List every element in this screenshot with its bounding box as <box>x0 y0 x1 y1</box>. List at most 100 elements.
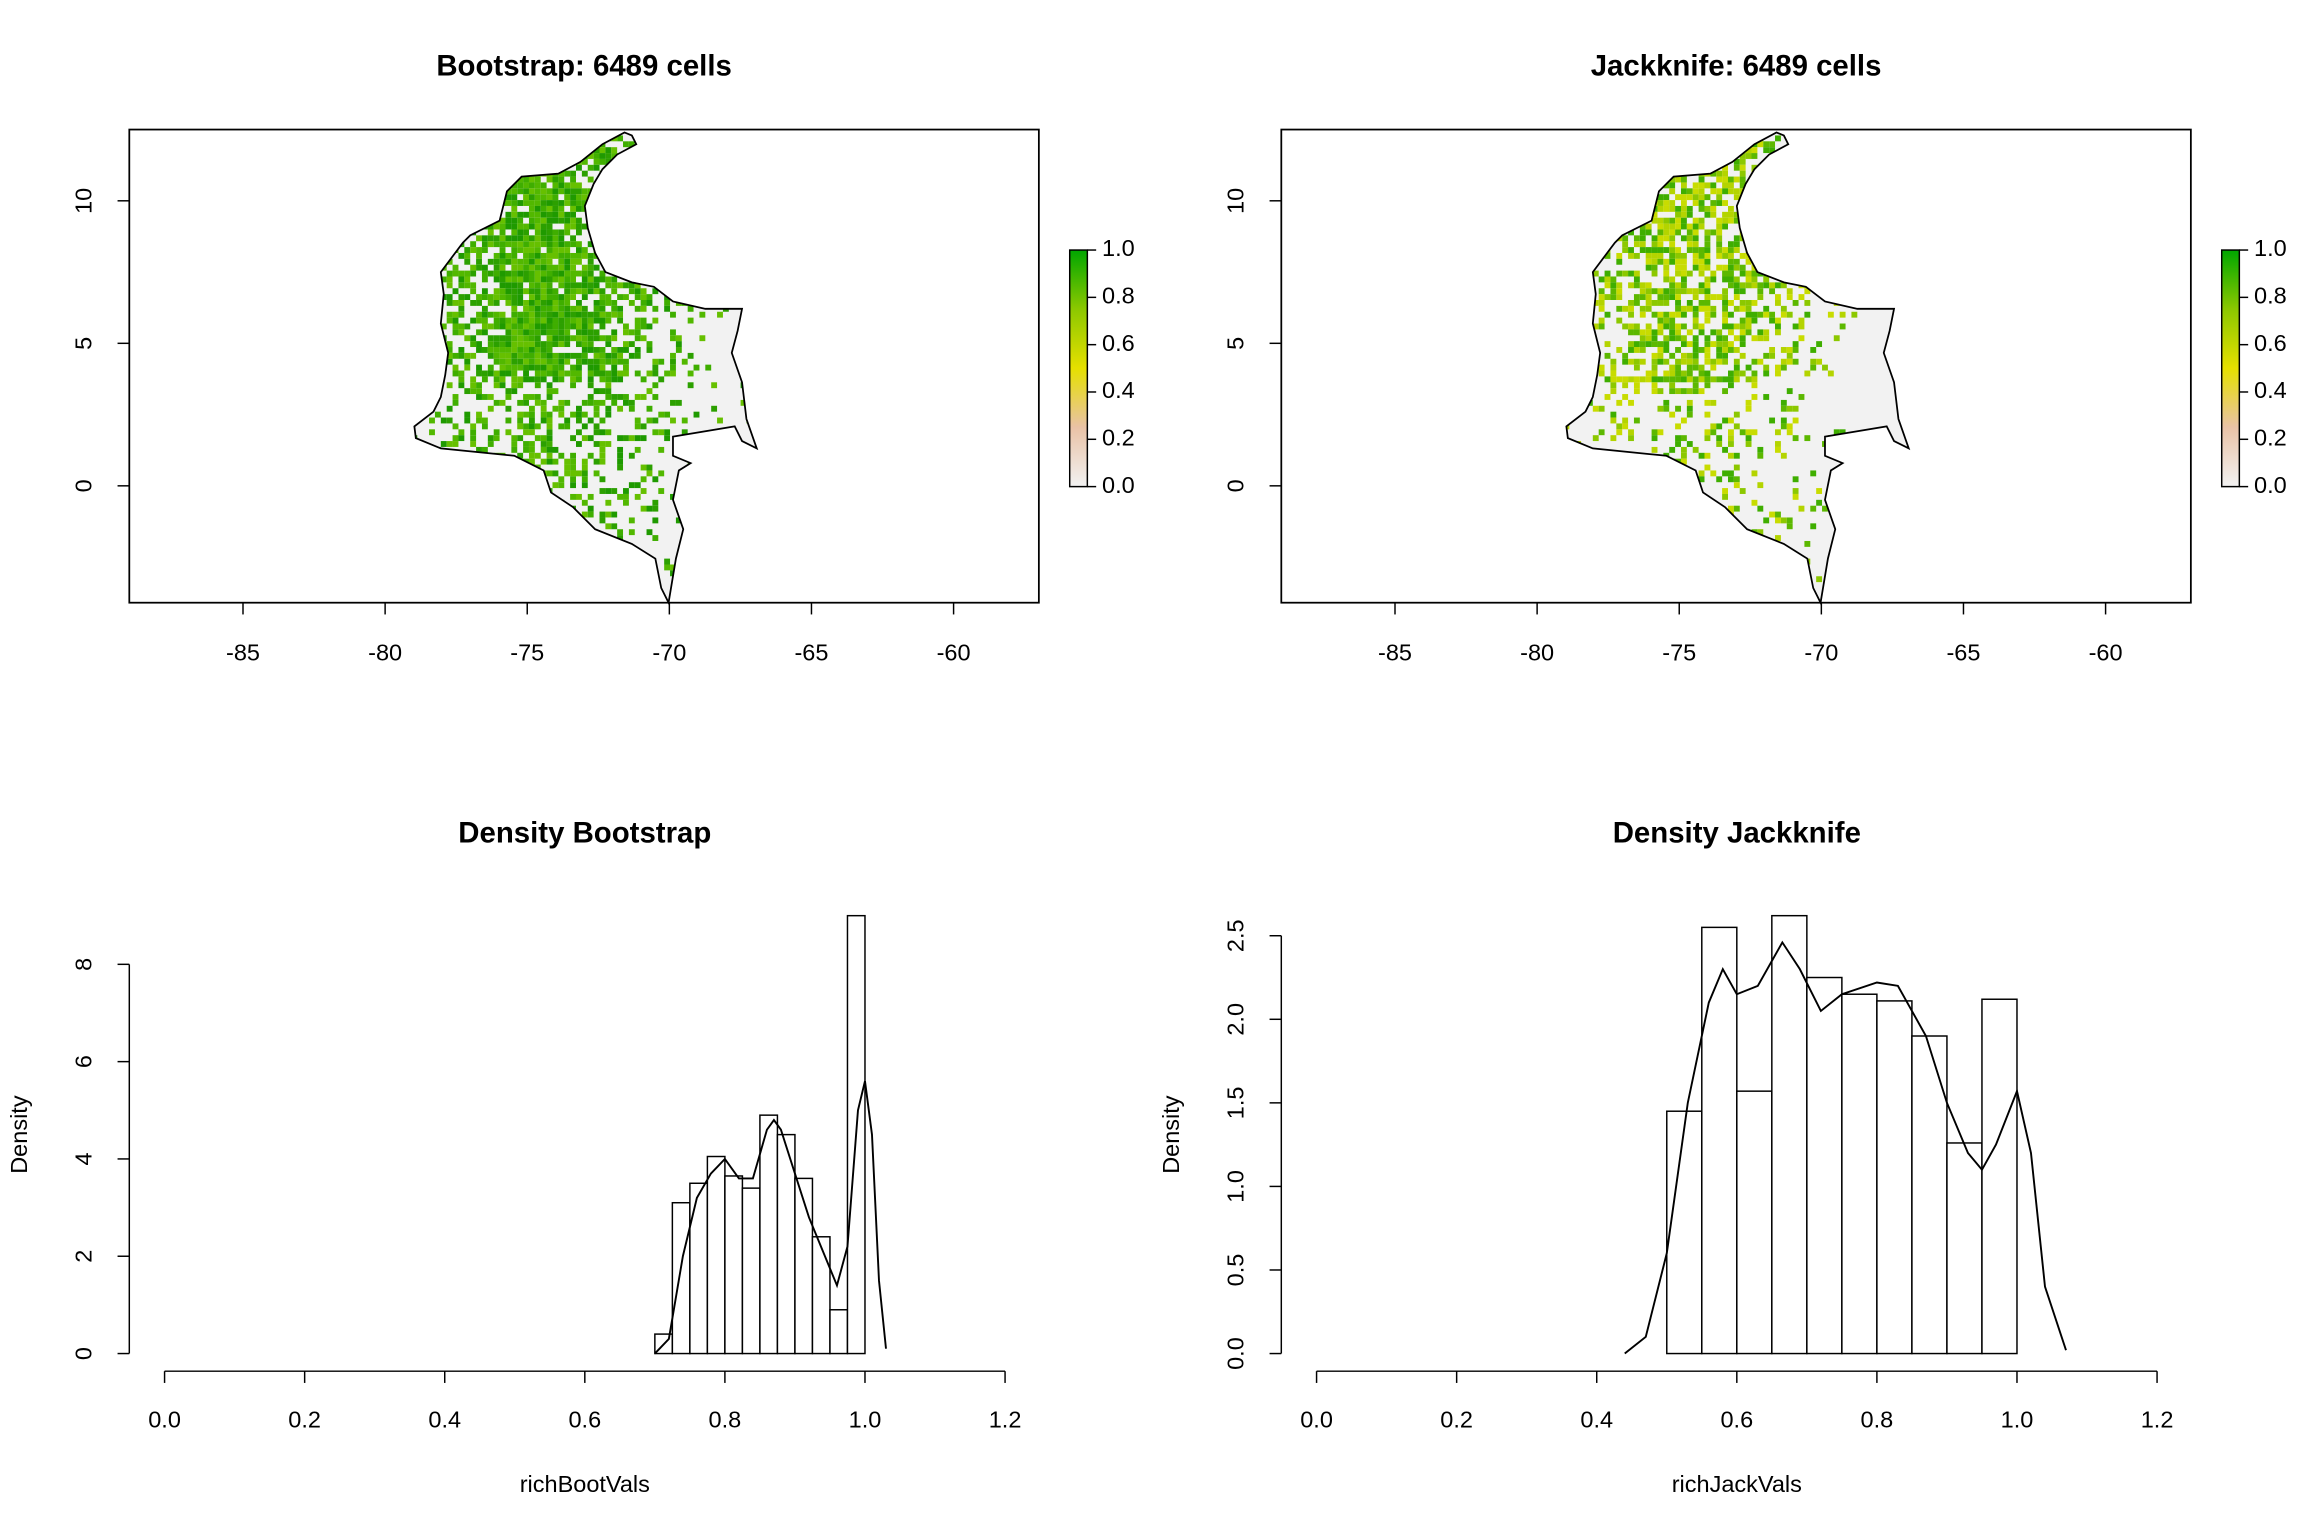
cell <box>1704 358 1711 365</box>
cell <box>1745 317 1752 324</box>
cell <box>1616 294 1623 300</box>
cell <box>1775 329 1781 336</box>
cell <box>1722 305 1728 312</box>
cell <box>1675 364 1681 371</box>
chart-title: Bootstrap: 6489 cells <box>436 50 732 83</box>
cell <box>558 511 565 518</box>
cell <box>423 170 430 177</box>
bar <box>1666 1110 1703 1355</box>
cell <box>1745 300 1752 306</box>
cell <box>470 341 477 348</box>
cell <box>1816 252 1823 259</box>
cell <box>1698 223 1705 230</box>
cell <box>517 300 524 306</box>
cell <box>605 317 612 324</box>
cell <box>429 194 435 201</box>
cell <box>1763 517 1770 524</box>
cell <box>1628 205 1634 212</box>
cell <box>1639 194 1646 201</box>
cell <box>1663 464 1670 471</box>
cell <box>487 352 494 359</box>
cell <box>481 270 488 277</box>
cell <box>493 294 500 300</box>
cell <box>628 141 635 148</box>
cell <box>711 523 718 530</box>
cell <box>540 446 547 453</box>
cell <box>558 317 565 324</box>
cell <box>705 294 712 300</box>
cell <box>581 523 588 530</box>
cell <box>540 182 547 189</box>
cell <box>1604 394 1611 400</box>
cell <box>417 217 424 224</box>
cell <box>581 141 588 148</box>
cell <box>1792 358 1799 365</box>
cell <box>546 323 553 330</box>
cell <box>1628 200 1634 206</box>
cell <box>634 394 641 400</box>
cell <box>623 229 629 236</box>
cell <box>414 300 418 306</box>
cell <box>576 288 582 295</box>
cell <box>593 211 600 218</box>
cell <box>570 258 576 265</box>
cell <box>576 358 582 365</box>
cell <box>534 493 541 500</box>
cell <box>1581 305 1587 312</box>
cell <box>1657 588 1664 594</box>
cell <box>1751 335 1758 342</box>
cell <box>434 229 441 236</box>
cell <box>1804 223 1811 230</box>
cell <box>1663 270 1670 277</box>
cell <box>1692 540 1699 547</box>
cell <box>1780 364 1787 371</box>
cell <box>605 223 612 230</box>
cell <box>581 282 588 289</box>
cell <box>570 264 576 271</box>
cell <box>1780 347 1787 353</box>
cell <box>634 317 641 324</box>
cell <box>1675 505 1681 512</box>
cell <box>593 582 600 588</box>
cell <box>1628 429 1634 436</box>
cell <box>628 452 635 459</box>
cell <box>623 153 629 159</box>
cell <box>517 247 524 253</box>
cell <box>528 582 535 588</box>
cell <box>611 258 618 265</box>
cell <box>670 153 676 159</box>
cell <box>652 288 659 295</box>
cell <box>493 464 500 471</box>
cell <box>1657 488 1664 494</box>
cell <box>470 188 477 195</box>
density-curve <box>1624 940 2067 1355</box>
cell <box>1686 329 1693 336</box>
cell <box>1704 540 1711 547</box>
cell <box>564 170 571 177</box>
cell <box>1716 194 1723 201</box>
cell <box>634 417 641 424</box>
cell <box>511 188 518 195</box>
cell <box>1692 182 1699 189</box>
cell <box>1692 570 1699 577</box>
cell <box>499 182 506 189</box>
cell <box>546 394 553 400</box>
cell <box>534 300 541 306</box>
cell <box>499 511 506 518</box>
cell <box>558 176 565 183</box>
cell <box>493 241 500 248</box>
cell <box>429 546 435 553</box>
cell <box>552 194 559 201</box>
cell <box>446 476 453 483</box>
cell <box>581 147 588 154</box>
cell <box>1657 252 1664 259</box>
cell <box>505 317 512 324</box>
cell <box>534 188 541 195</box>
cell <box>481 182 488 189</box>
cell <box>593 153 600 159</box>
cell <box>558 405 565 412</box>
cell <box>681 241 688 248</box>
cell <box>564 341 571 348</box>
cell <box>487 300 494 306</box>
cell <box>528 529 535 536</box>
